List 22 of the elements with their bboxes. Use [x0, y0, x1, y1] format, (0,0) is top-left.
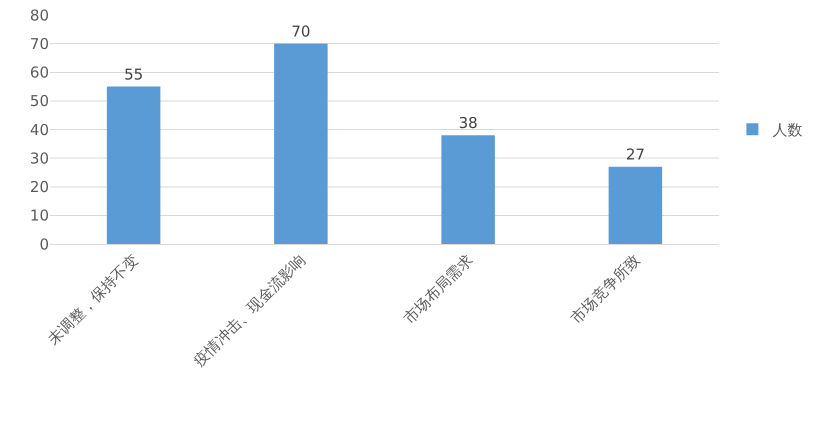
- y-tick-label: 40: [30, 120, 49, 139]
- y-tick-label: 80: [30, 6, 49, 24]
- bar: [274, 44, 328, 244]
- data-label: 38: [458, 114, 478, 132]
- y-tick-label: 50: [30, 92, 49, 110]
- x-tick-label: 市场布局需求: [400, 250, 476, 328]
- y-tick-label: 70: [30, 34, 49, 53]
- y-tick-label: 10: [30, 206, 49, 225]
- x-tick-label: 疫情冲击、现金流影响: [190, 250, 310, 370]
- y-tick-label: 30: [30, 149, 49, 168]
- data-label: 27: [626, 146, 645, 164]
- bar: [441, 135, 495, 244]
- y-tick-label: 20: [30, 178, 49, 196]
- bar: [106, 86, 160, 244]
- bar: [608, 166, 662, 244]
- x-tick-label: 未调整，保持不变: [44, 250, 142, 348]
- legend-label: 人数: [772, 121, 802, 140]
- y-tick-label: 60: [30, 64, 49, 82]
- y-tick-label: 0: [39, 235, 49, 254]
- data-label: 55: [124, 66, 144, 84]
- x-tick-label: 市场竞争所致: [567, 250, 644, 328]
- data-label: 70: [291, 22, 310, 41]
